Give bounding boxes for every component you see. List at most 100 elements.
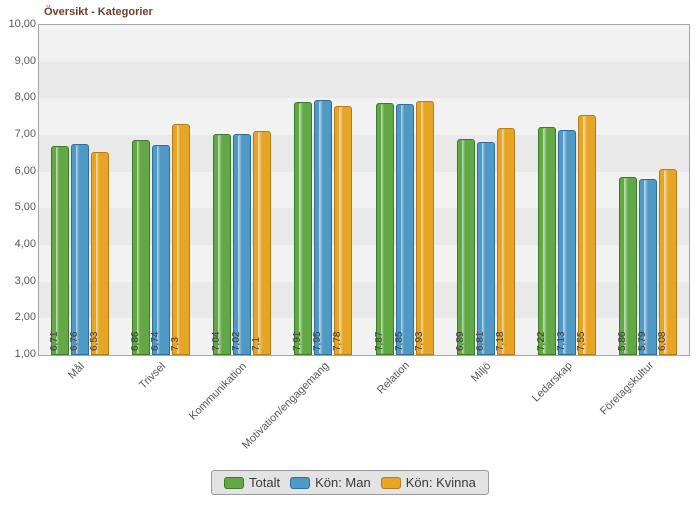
y-axis-tick: 4,00 (2, 238, 36, 250)
x-axis-category-label: Trivsel (137, 360, 168, 391)
legend-item: Kön: Kvinna (381, 475, 476, 490)
bar-value-label: 6,76 (69, 332, 80, 351)
grid-row (39, 62, 689, 99)
bar-sheen (56, 147, 60, 354)
bar: 7,87 (376, 103, 394, 355)
bar-value-label: 7,78 (332, 332, 343, 351)
bar-value-label: 7,04 (211, 332, 222, 351)
legend-swatch (290, 477, 310, 489)
bar-sheen (76, 145, 80, 354)
bar-value-label: 7,95 (312, 332, 323, 351)
bar-value-label: 6,08 (657, 332, 668, 351)
bar-sheen (177, 125, 181, 354)
bar-value-label: 6,74 (150, 332, 161, 351)
bar: 6,89 (457, 139, 475, 355)
bar: 7,55 (578, 115, 596, 355)
bar: 6,71 (51, 146, 69, 355)
bar: 7,93 (416, 101, 434, 355)
bar-sheen (543, 128, 547, 354)
bar-value-label: 7,87 (374, 332, 385, 351)
bar: 6,53 (91, 152, 109, 355)
legend-label: Kön: Kvinna (406, 475, 476, 490)
legend-item: Totalt (224, 475, 280, 490)
bar-value-label: 7,22 (536, 332, 547, 351)
bar: 5,79 (639, 179, 657, 355)
bar-value-label: 7,85 (394, 332, 405, 351)
bar: 6,74 (152, 145, 170, 355)
y-axis-tick: 1,00 (2, 348, 36, 360)
bar: 7,3 (172, 124, 190, 355)
bar-value-label: 7,3 (170, 337, 181, 351)
bar-value-label: 6,53 (89, 332, 100, 351)
bar: 6,86 (132, 140, 150, 355)
bar: 7,13 (558, 130, 576, 355)
legend: Totalt Kön: Man Kön: Kvinna (211, 470, 489, 495)
grid-row (39, 25, 689, 62)
bar-sheen (482, 143, 486, 354)
x-axis-category-label: Miljö (469, 360, 493, 384)
bar-value-label: 7,93 (414, 332, 425, 351)
bar-sheen (157, 146, 161, 354)
y-axis-tick: 10,00 (2, 18, 36, 30)
bar-value-label: 5,86 (617, 332, 628, 351)
y-axis-tick: 7,00 (2, 128, 36, 140)
bar-value-label: 7,55 (576, 332, 587, 351)
x-axis-category-label: Motivation/engagemang (240, 360, 332, 452)
bar: 5,86 (619, 177, 637, 355)
bar-value-label: 7,13 (556, 332, 567, 351)
bar-sheen (339, 107, 343, 354)
y-axis-tick: 2,00 (2, 311, 36, 323)
bar-sheen (319, 101, 323, 354)
chart-plot-area: 6,71 6,76 6,53 6,86 6,74 7,3 7,04 7,02 7,1 7,91 7,… (38, 24, 690, 356)
y-axis-tick: 9,00 (2, 55, 36, 67)
y-axis-tick: 3,00 (2, 275, 36, 287)
bar-sheen (421, 102, 425, 354)
bar: 7,95 (314, 100, 332, 355)
bar-value-label: 7,02 (231, 332, 242, 351)
bar: 6,08 (659, 169, 677, 355)
bar-sheen (563, 131, 567, 354)
chart-title: Översikt - Kategorier (44, 6, 153, 18)
x-axis-category-label: Företagskultur (598, 360, 656, 418)
bar-value-label: 6,86 (130, 332, 141, 351)
bar-sheen (258, 132, 262, 354)
bar: 7,04 (213, 134, 231, 355)
bar: 7,02 (233, 134, 251, 355)
bar: 7,18 (497, 128, 515, 355)
bar: 7,91 (294, 102, 312, 355)
bar-sheen (664, 170, 668, 354)
y-axis-tick: 6,00 (2, 165, 36, 177)
bar-sheen (137, 141, 141, 354)
bar-sheen (299, 103, 303, 354)
bar: 6,81 (477, 142, 495, 355)
legend-swatch (381, 477, 401, 489)
bar-value-label: 6,71 (49, 332, 60, 351)
legend-label: Kön: Man (315, 475, 371, 490)
bar-sheen (96, 153, 100, 354)
bar-value-label: 7,1 (251, 337, 262, 351)
bar-sheen (644, 180, 648, 354)
bar: 6,76 (71, 144, 89, 355)
bar-sheen (502, 129, 506, 354)
bar-sheen (583, 116, 587, 354)
bar-value-label: 7,18 (495, 332, 506, 351)
bar-value-label: 5,79 (637, 332, 648, 351)
bar-value-label: 6,81 (475, 332, 486, 351)
bar-sheen (462, 140, 466, 354)
bar-value-label: 7,91 (292, 332, 303, 351)
y-axis-tick: 5,00 (2, 201, 36, 213)
bar-value-label: 6,89 (455, 332, 466, 351)
bar-sheen (218, 135, 222, 354)
legend-swatch (224, 477, 244, 489)
legend-item: Kön: Man (290, 475, 371, 490)
legend-label: Totalt (249, 475, 280, 490)
bar-sheen (238, 135, 242, 354)
x-axis-category-label: Mål (66, 360, 87, 381)
bar: 7,1 (253, 131, 271, 355)
bar: 7,22 (538, 127, 556, 355)
y-axis-tick: 8,00 (2, 91, 36, 103)
bar-sheen (381, 104, 385, 354)
x-axis-category-label: Ledarskap (530, 360, 575, 405)
x-axis-category-label: Relation (375, 360, 412, 397)
bar-sheen (401, 105, 405, 354)
